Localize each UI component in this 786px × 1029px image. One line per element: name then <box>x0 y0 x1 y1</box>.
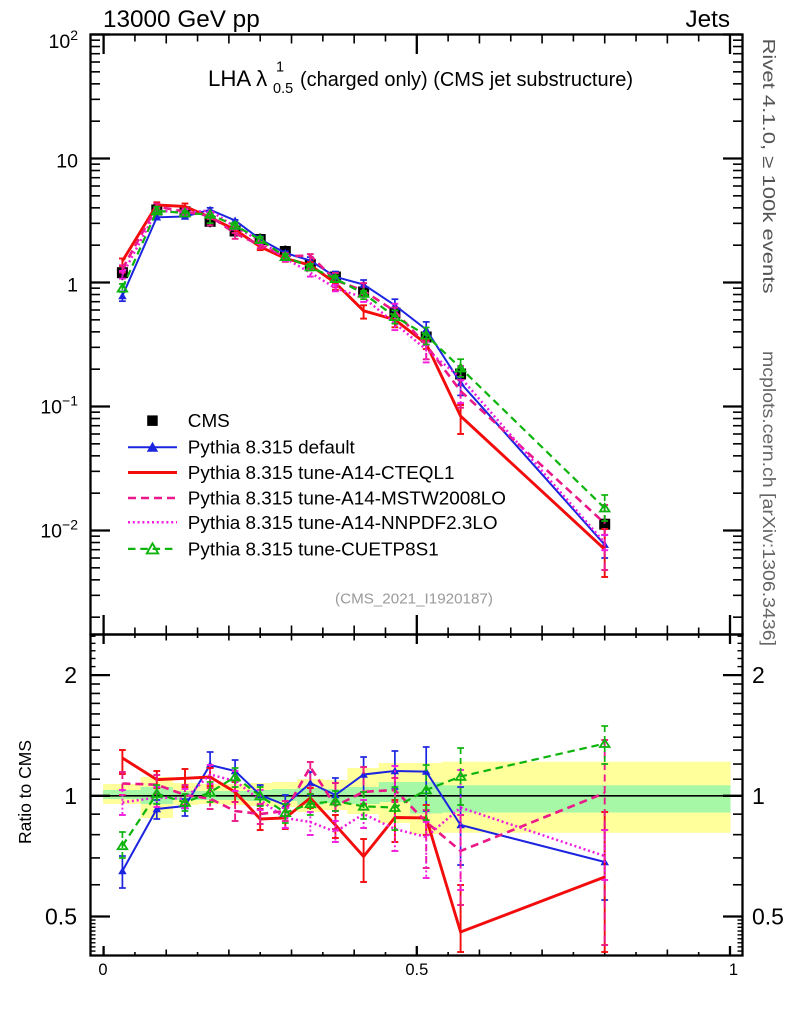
svg-text:1: 1 <box>276 60 284 76</box>
svg-text:Ratio to CMS: Ratio to CMS <box>15 740 35 844</box>
svg-text:10−2: 10−2 <box>40 517 78 543</box>
svg-text:0: 0 <box>98 961 107 979</box>
svg-text:Pythia 8.315 tune-A14-NNPDF2.3: Pythia 8.315 tune-A14-NNPDF2.3LO <box>188 513 498 534</box>
svg-text:1: 1 <box>67 275 78 297</box>
svg-text:13000 GeV pp: 13000 GeV pp <box>103 6 260 33</box>
svg-text:2: 2 <box>64 662 77 688</box>
svg-text:Pythia 8.315 default: Pythia 8.315 default <box>188 438 356 459</box>
svg-text:0.5: 0.5 <box>45 904 77 930</box>
svg-text:1: 1 <box>729 961 738 979</box>
svg-text:0.5: 0.5 <box>273 81 293 97</box>
svg-text:Pythia 8.315 tune-A14-MSTW2008: Pythia 8.315 tune-A14-MSTW2008LO <box>188 489 506 510</box>
svg-text:102: 102 <box>49 27 79 53</box>
svg-text:0.5: 0.5 <box>405 961 428 979</box>
svg-text:2: 2 <box>752 662 765 688</box>
svg-text:10: 10 <box>56 151 78 173</box>
svg-text:Rivet 4.1.0, ≥ 100k events: Rivet 4.1.0, ≥ 100k events <box>759 39 779 294</box>
svg-text:CMS: CMS <box>188 411 230 432</box>
svg-text:mcplots.cern.ch [arXiv:1306.34: mcplots.cern.ch [arXiv:1306.3436] <box>759 351 779 646</box>
svg-text:Jets: Jets <box>685 6 730 33</box>
svg-text:10−1: 10−1 <box>40 393 78 419</box>
svg-text:Pythia 8.315 tune-A14-CTEQL1: Pythia 8.315 tune-A14-CTEQL1 <box>188 463 455 484</box>
svg-text:(charged only) (CMS jet substr: (charged only) (CMS jet substructure) <box>300 69 633 91</box>
svg-text:(CMS_2021_I1920187): (CMS_2021_I1920187) <box>335 591 493 608</box>
svg-text:1: 1 <box>64 783 77 809</box>
svg-text:1: 1 <box>752 783 765 809</box>
svg-text:0.5: 0.5 <box>752 904 784 930</box>
svg-text:LHA λ: LHA λ <box>208 66 267 91</box>
svg-text:Pythia 8.315 tune-CUETP8S1: Pythia 8.315 tune-CUETP8S1 <box>188 539 439 560</box>
